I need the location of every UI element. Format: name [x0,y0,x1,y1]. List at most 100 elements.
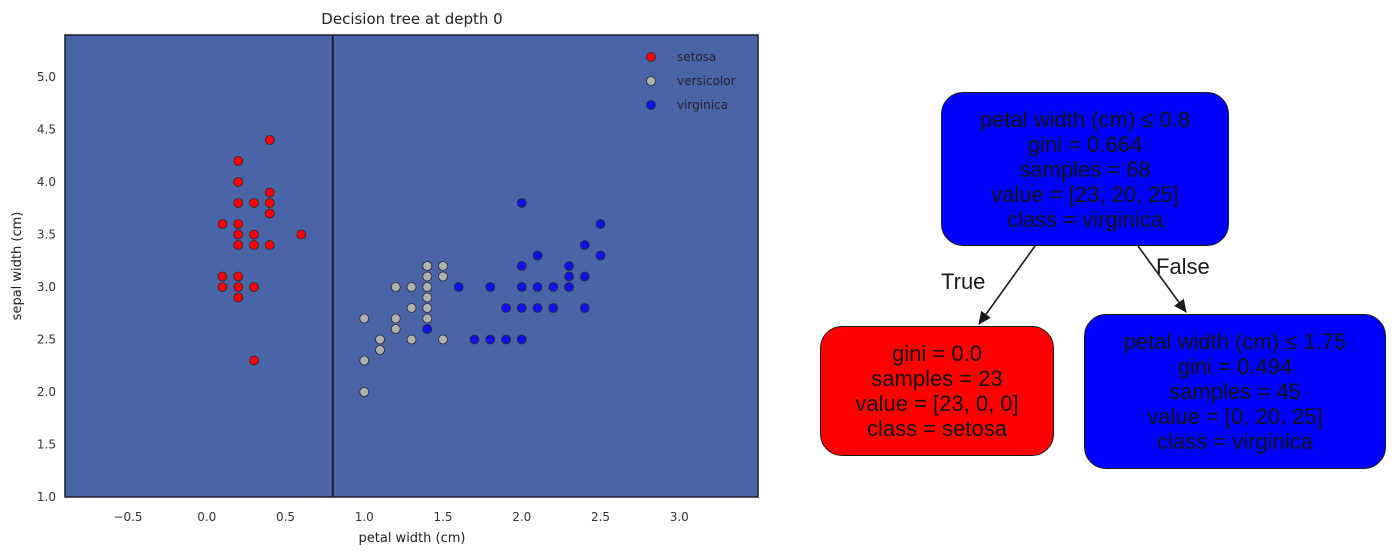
node-line: samples = 23 [871,366,1003,391]
data-point-virginica [548,282,559,292]
edge-true-label: True [941,269,985,294]
node-line: samples = 45 [1169,379,1301,404]
x-tick-label: 2.5 [591,510,610,524]
data-point-virginica [469,334,480,345]
node-line: class = virginica [1157,429,1313,454]
data-point-virginica [516,303,527,313]
y-tick-label: 1.5 [37,438,56,452]
data-point-versicolor [406,282,417,292]
data-point-setosa [249,198,259,208]
data-point-virginica [501,303,511,313]
node-line: class = setosa [866,416,1007,441]
edge-false-label: False [1156,254,1210,279]
x-tick-label: 2.0 [512,510,531,524]
x-tick-label: −0.5 [113,510,142,524]
edge-false-arrow [1137,245,1187,313]
data-point-versicolor [359,313,370,324]
data-point-setosa [217,219,228,229]
x-axis-label: petal width (cm) [359,531,466,546]
node-line: petal width (cm) ≤ 0.8 [979,106,1191,132]
node-line: value = [23, 20, 25] [991,181,1179,207]
legend-label-virginica: virginica [677,98,728,112]
legend-marker-setosa [646,52,656,62]
x-tick-label: 1.0 [355,510,374,524]
data-point-versicolor [422,271,433,282]
data-point-virginica [485,334,496,345]
plot-frame [64,34,759,498]
y-tick-label: 1.0 [37,490,56,504]
y-tick-label: 5.0 [37,70,56,84]
y-axis-ticks: 1.0 1.5 2.0 2.5 3.0 3.5 4.0 4.5 5.0 [37,70,56,504]
tree-node-right: petal width (cm) ≤ 1.75 gini = 0.494 sam… [1084,314,1386,469]
data-point-versicolor [406,334,417,345]
data-point-virginica [516,198,527,208]
data-point-setosa [249,229,259,240]
edge-true-arrow [978,245,1036,325]
y-tick-label: 3.5 [37,228,56,242]
data-point-virginica [564,271,574,282]
data-point-setosa [233,292,244,303]
data-point-virginica [501,334,511,345]
data-point-setosa [264,240,275,250]
data-point-setosa [264,135,275,145]
x-tick-label: 3.0 [670,510,689,524]
node-line: value = [0, 20, 25] [1147,404,1323,429]
y-axis-label: sepal width (cm) [10,212,25,321]
data-point-versicolor [359,355,370,366]
plot-area [65,35,758,497]
node-line: gini = 0.494 [1177,354,1293,379]
tree-node-left: gini = 0.0 samples = 23 value = [23, 0, … [820,326,1054,456]
x-tick-label: 0.0 [197,510,216,524]
y-tick-label: 4.0 [37,175,56,189]
node-line: gini = 0.664 [1027,131,1143,157]
data-point-virginica [485,282,496,292]
data-point-versicolor [359,387,370,397]
scatter-chart: −0.5 0.0 0.5 1.0 1.5 2.0 2.5 3.0 1.0 1.5 2.0 2.5 3.… [10,10,759,546]
data-point-virginica [579,271,590,282]
data-point-virginica [532,303,543,313]
chart-title: Decision tree at depth 0 [321,10,502,28]
data-point-virginica [579,303,590,313]
legend-marker-virginica [646,100,656,110]
legend-label-setosa: setosa [677,50,716,64]
data-point-setosa [217,282,228,292]
data-point-virginica [579,240,590,250]
data-point-setosa [233,229,244,240]
data-point-versicolor [422,303,433,313]
data-point-versicolor [375,334,385,345]
data-point-setosa [233,240,244,250]
data-point-versicolor [422,313,433,324]
node-line: petal width (cm) ≤ 1.75 [1123,329,1347,354]
data-point-versicolor [438,334,448,345]
data-point-versicolor [390,324,401,334]
data-point-virginica [564,261,574,271]
data-point-versicolor [375,345,385,355]
data-point-virginica [516,334,527,345]
data-point-virginica [532,282,543,292]
legend-marker-versicolor [646,76,656,86]
data-point-setosa [233,198,244,208]
data-point-versicolor [406,303,417,313]
node-line: class = virginica [1007,206,1163,232]
legend-label-versicolor: versicolor [677,74,736,88]
data-point-virginica [422,324,433,334]
data-point-setosa [296,229,307,240]
x-tick-label: 0.5 [276,510,295,524]
data-point-virginica [516,261,527,271]
y-tick-label: 4.5 [37,123,56,137]
data-point-versicolor [422,261,433,271]
data-point-setosa [264,198,275,208]
data-point-setosa [249,282,259,292]
data-point-virginica [595,219,606,229]
node-line: gini = 0.0 [892,341,982,366]
data-point-virginica [516,282,527,292]
data-point-setosa [233,282,244,292]
data-point-versicolor [390,313,401,324]
data-point-virginica [548,303,559,313]
legend: setosa versicolor virginica [646,50,736,112]
data-point-setosa [264,187,275,198]
data-point-versicolor [422,282,433,292]
y-tick-label: 2.5 [37,333,56,347]
data-point-versicolor [438,261,448,271]
data-point-versicolor [390,282,401,292]
